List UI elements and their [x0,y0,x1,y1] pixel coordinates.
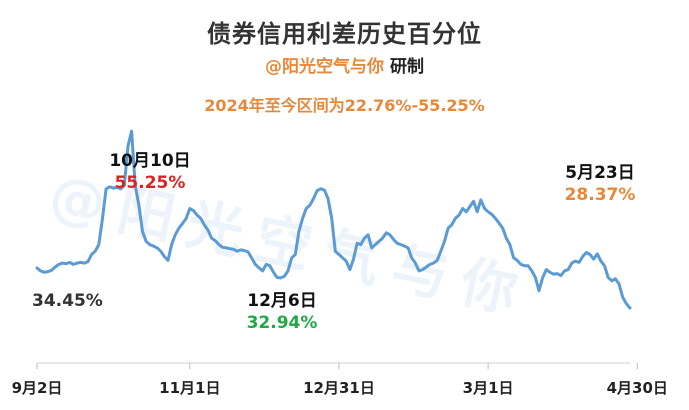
x-axis: 9月2日 11月1日 12月31日 3月1日 4月30日 [12,362,668,397]
author-line: @阳光空气与你 研制 [0,52,689,77]
low-value-label: 32.94% [246,313,318,333]
low-annotation: 12月6日 32.94% [236,290,328,334]
peak-date-label: 10月10日 [109,151,191,171]
start-value-label: 34.45% [32,291,103,311]
x-tick-label: 9月2日 [12,379,63,397]
end-annotation: 5月23日 28.37% [555,162,645,206]
peak-annotation: 10月10日 55.25% [104,150,196,194]
peak-value-label: 55.25% [114,173,186,193]
x-tick-label: 12月31日 [303,379,375,397]
end-date-label: 5月23日 [565,163,635,183]
research-label: 研制 [390,57,424,77]
author-handle: @阳光空气与你 [265,57,384,77]
x-tick-label: 3月1日 [463,379,514,397]
chart-title: 债券信用利差历史百分位 [207,20,482,48]
x-tick-label: 4月30日 [607,379,668,397]
end-value-label: 28.37% [564,185,636,205]
x-tick-label: 11月1日 [159,379,220,397]
low-date-label: 12月6日 [247,291,317,311]
range-note: 2024年至今区间为22.76%-55.25% [204,96,485,115]
series-line [35,129,632,310]
